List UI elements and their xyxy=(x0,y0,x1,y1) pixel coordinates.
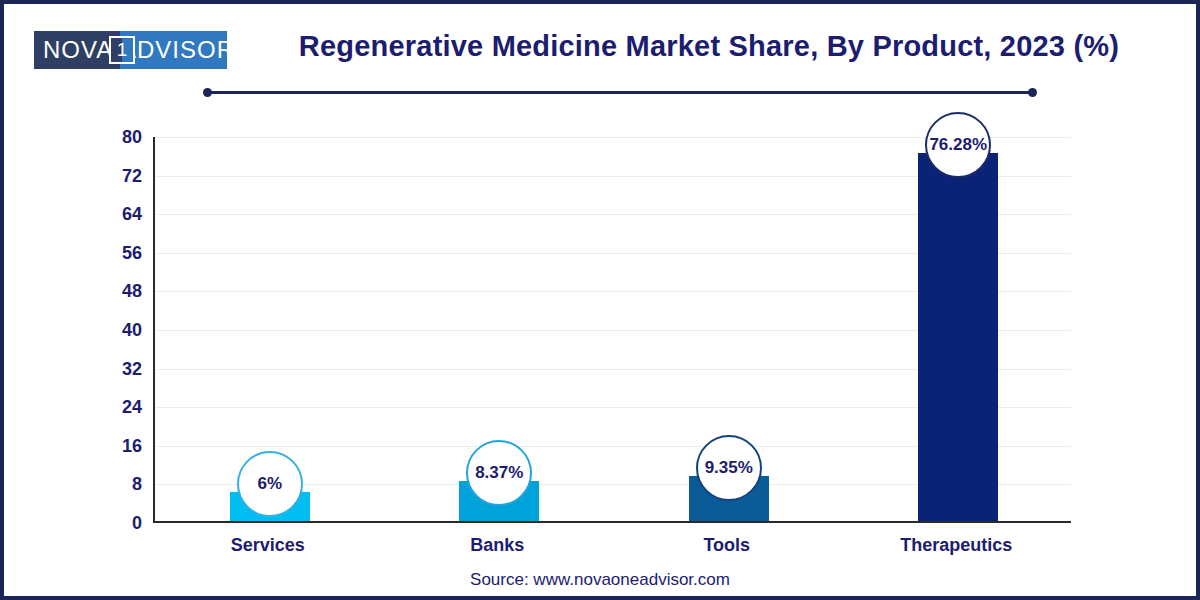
logo-advisor-text: ADVISOR xyxy=(120,31,227,69)
bar-therapeutics xyxy=(918,153,998,521)
y-tick-32: 32 xyxy=(94,359,142,379)
value-bubble-tools: 9.35% xyxy=(696,435,762,501)
y-tick-24: 24 xyxy=(94,397,142,417)
chart-frame: NOVA ADVISOR 1 Regenerative Medicine Mar… xyxy=(0,0,1200,600)
y-tick-64: 64 xyxy=(94,204,142,224)
y-tick-40: 40 xyxy=(94,320,142,340)
x-tick-therapeutics: Therapeutics xyxy=(866,535,1046,556)
y-tick-48: 48 xyxy=(94,281,142,301)
x-tick-tools: Tools xyxy=(637,535,817,556)
source-text: Source: www.novaoneadvisor.com xyxy=(4,570,1196,590)
plot-area: 6%8.37%9.35%76.28% xyxy=(153,137,1071,523)
chart-title: Regenerative Medicine Market Share, By P… xyxy=(244,30,1174,63)
y-tick-80: 80 xyxy=(94,127,142,147)
y-tick-56: 56 xyxy=(94,243,142,263)
y-tick-0: 0 xyxy=(94,513,142,533)
y-tick-8: 8 xyxy=(94,474,142,494)
title-underline xyxy=(208,91,1032,94)
y-tick-72: 72 xyxy=(94,166,142,186)
logo-one-badge: 1 xyxy=(109,36,135,64)
x-tick-services: Services xyxy=(178,535,358,556)
value-bubble-therapeutics: 76.28% xyxy=(925,112,991,178)
y-tick-16: 16 xyxy=(94,436,142,456)
x-tick-banks: Banks xyxy=(407,535,587,556)
value-bubble-banks: 8.37% xyxy=(466,440,532,506)
nova-one-advisor-logo: NOVA ADVISOR 1 xyxy=(34,31,227,69)
logo-nova-text: NOVA xyxy=(34,31,120,69)
value-bubble-services: 6% xyxy=(237,451,303,517)
